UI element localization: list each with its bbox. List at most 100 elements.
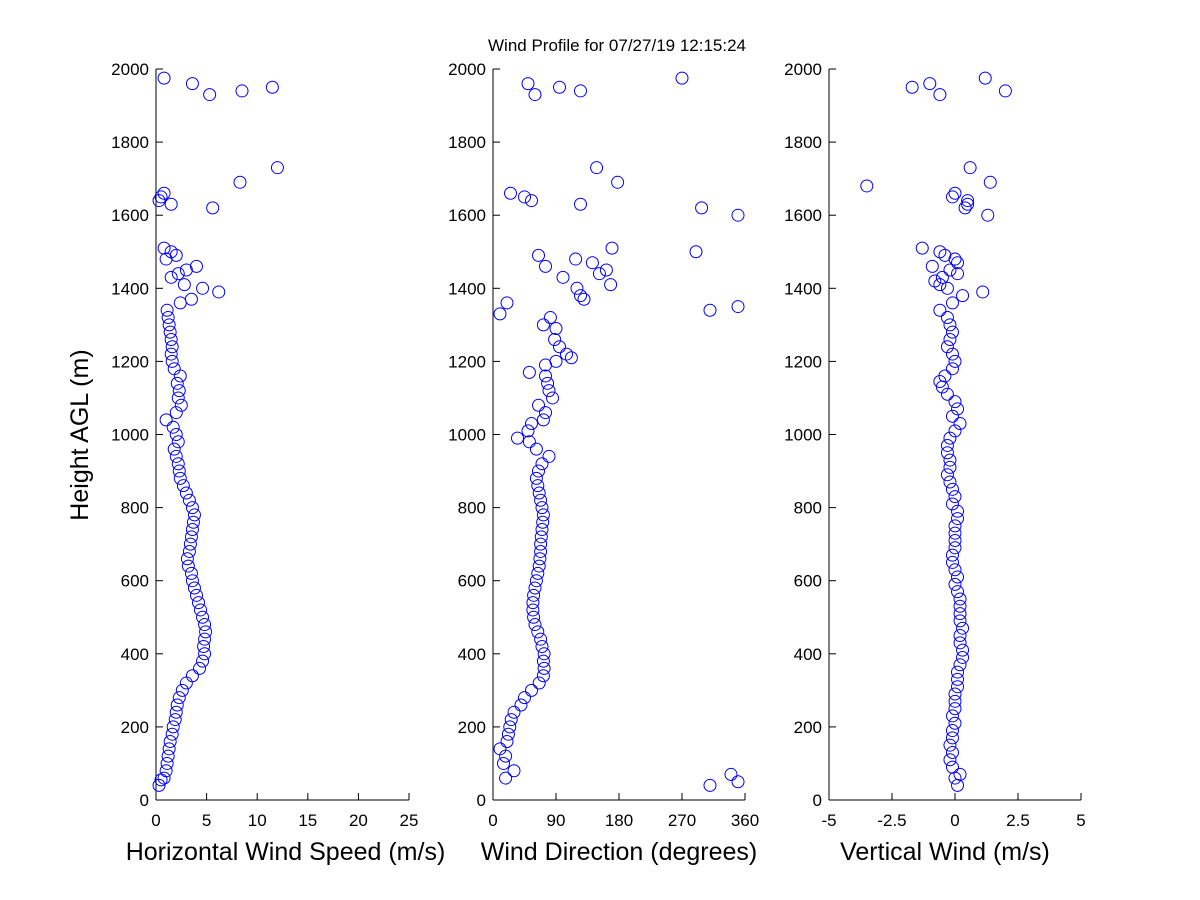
data-point [152, 778, 166, 792]
data-point [534, 544, 548, 558]
x-tick-label: 180 [605, 811, 633, 830]
data-point [176, 479, 190, 493]
data-point [943, 753, 957, 767]
data-point [157, 771, 171, 785]
data-point [731, 300, 745, 314]
data-point [212, 285, 226, 299]
data-point [569, 252, 583, 266]
y-tick-label: 200 [121, 718, 149, 737]
data-point [500, 296, 514, 310]
data-point [560, 347, 573, 361]
data-point [951, 402, 965, 416]
data-point [529, 442, 543, 456]
data-point [534, 493, 548, 507]
x-tick-label: 2.5 [1006, 811, 1030, 830]
data-point [539, 406, 552, 420]
data-point [549, 322, 563, 336]
data-point [532, 486, 546, 500]
data-point [537, 661, 551, 675]
data-point [164, 270, 178, 284]
data-point [948, 395, 962, 409]
data-point [527, 610, 541, 624]
data-point [536, 413, 550, 427]
data-point [534, 537, 548, 551]
data-point [535, 523, 549, 537]
data-point [536, 669, 550, 683]
data-point [526, 603, 540, 617]
data-point [983, 175, 997, 189]
data-point [923, 77, 937, 91]
y-axis-label: Height AGL (m) [66, 349, 94, 520]
data-point [187, 508, 201, 522]
data-point [528, 581, 542, 595]
y-tick-label: 1000 [784, 426, 822, 445]
data-point [182, 493, 196, 507]
x-tick-label: -5 [821, 811, 836, 830]
data-point [943, 318, 957, 332]
data-point [198, 632, 212, 646]
data-point [196, 610, 210, 624]
data-point [945, 409, 959, 423]
data-point [928, 274, 942, 288]
data-point [169, 406, 183, 420]
data-point [529, 574, 543, 588]
data-point [170, 698, 184, 712]
data-point [689, 245, 703, 259]
data-point [157, 186, 171, 200]
data-point [528, 618, 542, 632]
data-point [553, 340, 566, 354]
data-point [159, 413, 173, 427]
x-tick-label: 20 [349, 811, 368, 830]
data-point [159, 764, 173, 778]
data-point [167, 442, 181, 456]
data-point [953, 658, 967, 672]
data-point [164, 332, 178, 346]
y-tick-label: 1400 [448, 279, 486, 298]
data-point [198, 618, 212, 632]
data-point [534, 530, 548, 544]
data-point [157, 241, 171, 255]
data-point [160, 303, 174, 317]
data-point [161, 311, 175, 325]
data-point [504, 186, 517, 200]
data-point [165, 727, 179, 741]
data-point [194, 603, 208, 617]
y-tick-label: 1800 [784, 133, 822, 152]
data-point [948, 687, 962, 701]
data-point [535, 457, 549, 471]
y-tick-label: 2000 [784, 60, 822, 79]
x-axis-label: Horizontal Wind Speed (m/s) [126, 838, 446, 866]
data-point [166, 720, 180, 734]
data-point [604, 278, 618, 292]
data-point [531, 625, 545, 639]
data-point [574, 197, 587, 211]
data-point [953, 614, 967, 628]
x-tick-label: 90 [547, 811, 566, 830]
data-point [945, 724, 959, 738]
data-point [532, 559, 546, 573]
y-tick-label: 400 [458, 645, 486, 664]
data-point [154, 190, 168, 204]
data-point [933, 245, 947, 259]
data-point [943, 453, 957, 467]
data-point [577, 292, 591, 306]
data-point [196, 654, 210, 668]
data-point [529, 471, 543, 485]
data-point [535, 639, 549, 653]
data-point [501, 727, 515, 741]
data-point [171, 457, 185, 471]
data-point [270, 161, 284, 175]
data-point [172, 384, 186, 398]
data-point [189, 259, 203, 273]
data-point [953, 767, 967, 781]
y-tick-label: 1000 [448, 426, 486, 445]
data-point [948, 694, 962, 708]
y-tick-label: 1800 [448, 133, 486, 152]
y-tick-label: 1600 [111, 206, 149, 225]
data-point [507, 705, 521, 719]
data-point [518, 691, 531, 705]
data-point [493, 742, 507, 756]
data-point [675, 71, 689, 85]
data-point [171, 435, 185, 449]
x-tick-label: 10 [248, 811, 267, 830]
